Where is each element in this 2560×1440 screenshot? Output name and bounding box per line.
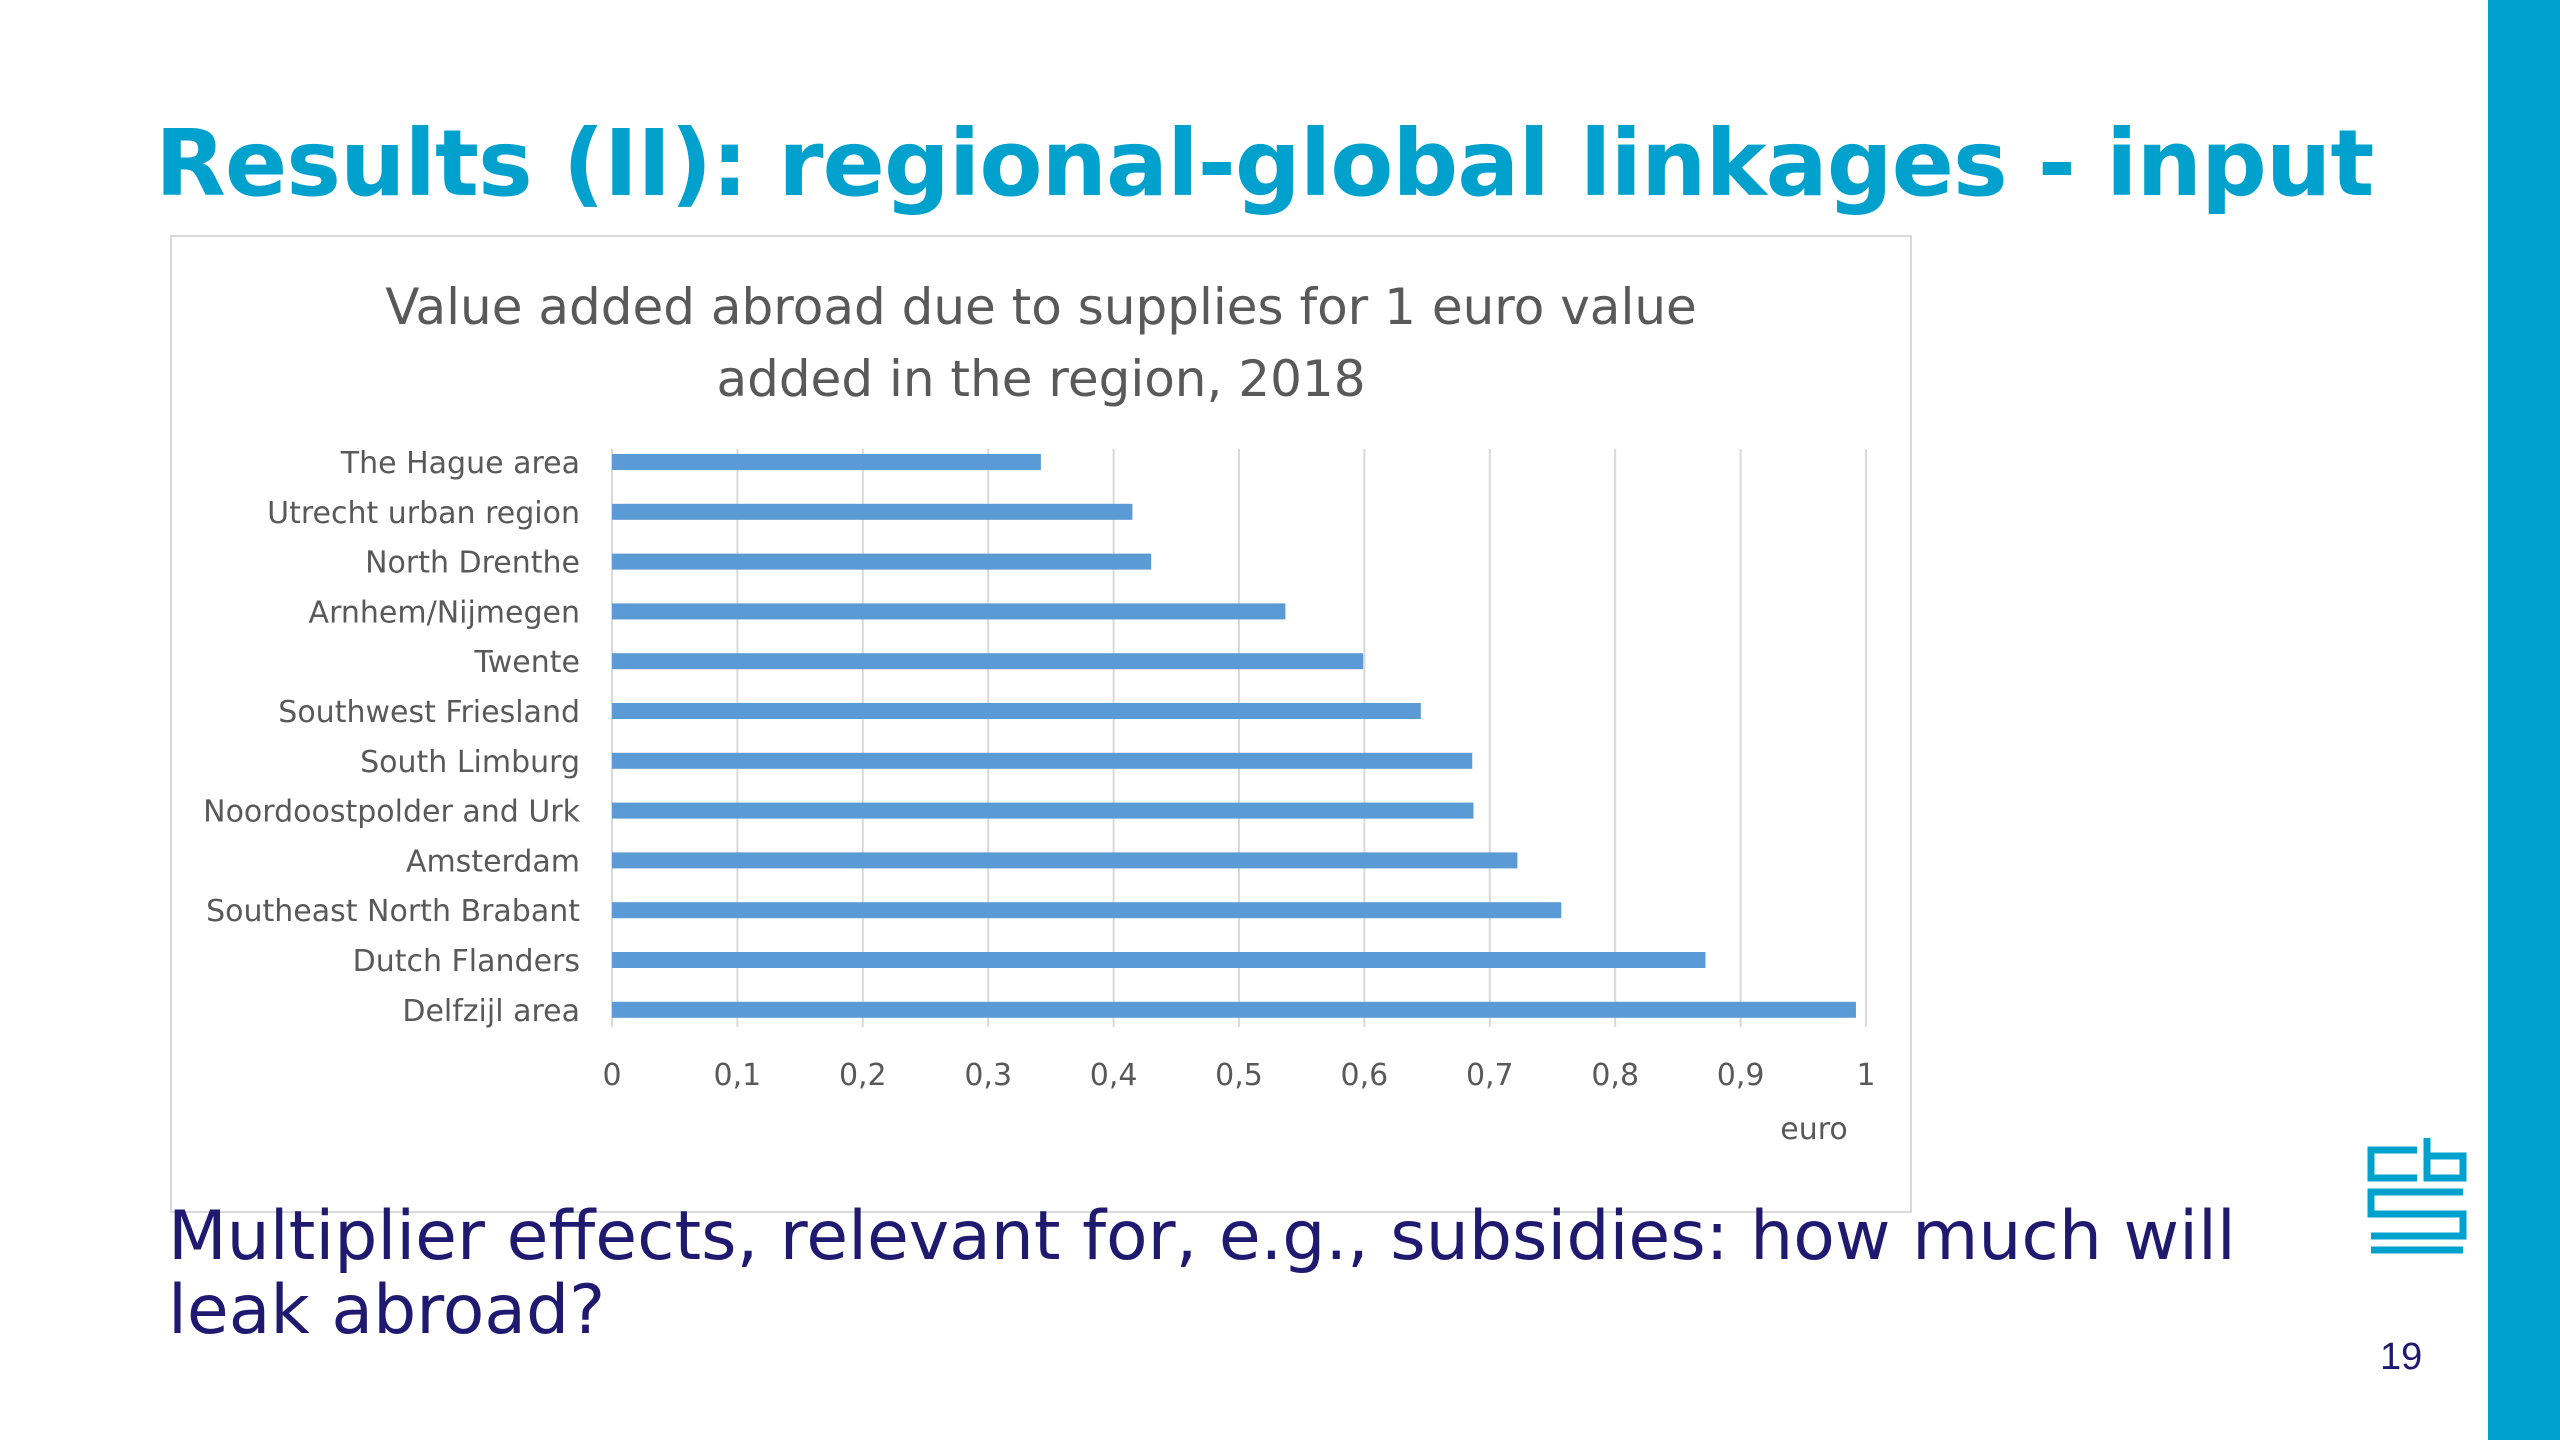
- cbs-logo-icon: [2325, 1130, 2485, 1290]
- bar: [612, 1001, 1856, 1018]
- x-tick-label: 0,7: [1466, 1058, 1514, 1093]
- bar: [612, 553, 1152, 570]
- bar-chart: 0 0,1 0,2 0,3 0,4 0,5 0,6 0,7 0,8 0,9 1 The Hague a…: [203, 446, 1875, 1147]
- bar: [612, 503, 1133, 520]
- bar: [612, 802, 1474, 819]
- category-label: North Drenthe: [365, 546, 580, 581]
- category-label: Utrecht urban region: [267, 496, 580, 531]
- x-tick-label: 0: [602, 1058, 621, 1093]
- chart-title: Value added abroad due to supplies for 1…: [172, 271, 1910, 415]
- x-tick-label: 0,5: [1215, 1058, 1263, 1093]
- slide-title: Results (II): regional-global linkages -…: [155, 110, 2374, 217]
- bar: [612, 952, 1706, 968]
- page-number: 19: [2380, 1336, 2423, 1378]
- x-tick-label: 0,4: [1090, 1058, 1138, 1093]
- category-label: Southeast North Brabant: [206, 894, 580, 929]
- x-tick-label: 0,8: [1591, 1058, 1639, 1093]
- x-tick-label: 0,3: [964, 1058, 1012, 1093]
- category-label: Arnhem/Nijmegen: [309, 595, 580, 630]
- x-tick-label: 0,9: [1717, 1058, 1765, 1093]
- bar: [612, 603, 1286, 620]
- bar: [612, 752, 1473, 769]
- category-label: Dutch Flanders: [353, 944, 580, 979]
- bar: [612, 454, 1041, 470]
- chart-title-line-2: added in the region, 2018: [716, 350, 1366, 408]
- chart-frame: Value added abroad due to supplies for 1…: [170, 235, 1912, 1213]
- cbs-logo-mark: [2367, 1138, 2467, 1254]
- accent-side-bar: [2488, 0, 2560, 1440]
- x-axis-label: euro: [1780, 1112, 1848, 1147]
- category-label: Noordoostpolder and Urk: [203, 795, 580, 830]
- x-tick-label: 1: [1856, 1058, 1875, 1093]
- bar: [612, 703, 1421, 719]
- bar: [612, 902, 1562, 919]
- category-label: Amsterdam: [406, 844, 580, 879]
- bar: [612, 852, 1518, 869]
- category-label: The Hague area: [340, 446, 580, 481]
- x-tick-label: 0,2: [839, 1058, 887, 1093]
- category-label: Southwest Friesland: [278, 695, 580, 730]
- category-label: Twente: [473, 645, 580, 680]
- chart-title-line-1: Value added abroad due to supplies for 1…: [385, 278, 1697, 336]
- body-text: Multiplier effects, relevant for, e.g., …: [168, 1197, 2236, 1350]
- category-label: Delfzijl area: [402, 994, 580, 1029]
- x-tick-label: 0,6: [1341, 1058, 1389, 1093]
- bar: [612, 653, 1364, 670]
- category-label: South Limburg: [360, 745, 580, 780]
- x-tick-label: 0,1: [714, 1058, 762, 1093]
